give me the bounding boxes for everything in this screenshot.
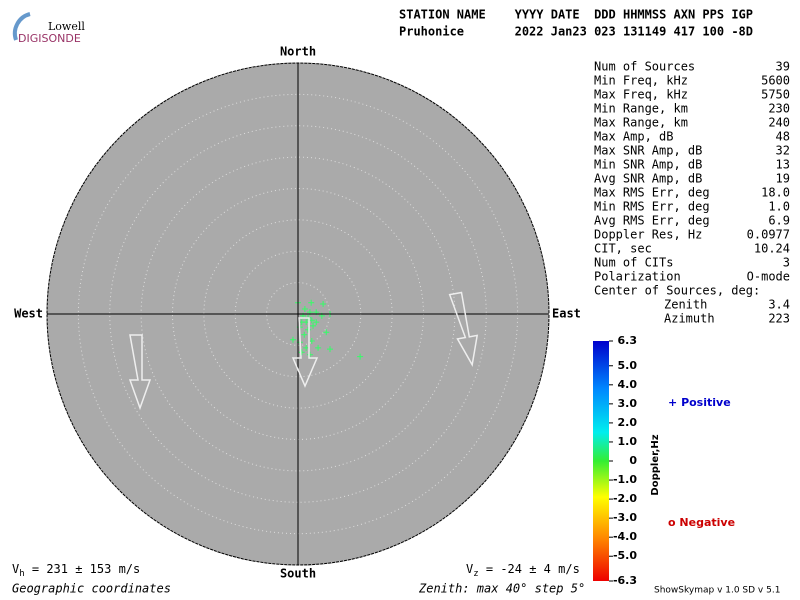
stat-value: 1.0 bbox=[768, 200, 790, 214]
stat-value: 3.4 bbox=[768, 298, 790, 312]
colorbar-tick-label: 5.0 bbox=[618, 359, 638, 372]
colorbar-tick-label: 4.0 bbox=[618, 378, 638, 391]
header-line: Pruhonice 2022 Jan23 023 131149 417 100 … bbox=[399, 25, 753, 39]
stat-value: 39 bbox=[776, 60, 790, 74]
source-point bbox=[301, 331, 308, 338]
stat-value: 230 bbox=[768, 102, 790, 116]
legend-positive: + Positive bbox=[668, 396, 731, 409]
colorbar-tick-label: -5.0 bbox=[613, 549, 637, 562]
stat-label: Zenith bbox=[664, 298, 707, 312]
stat-label: Max Freq, kHz bbox=[594, 88, 688, 102]
stat-label: Max Range, km bbox=[594, 116, 688, 130]
stat-value: 0.0977 bbox=[747, 228, 790, 242]
south-label: South bbox=[280, 567, 316, 581]
logo-bottom: DIGISONDE bbox=[18, 32, 81, 45]
source-point bbox=[303, 344, 310, 351]
header-line: STATION NAME YYYY DATE DDD HHMMSS AXN PP… bbox=[399, 8, 753, 22]
stat-label: Max Amp, dB bbox=[594, 130, 673, 144]
source-point bbox=[310, 322, 317, 329]
stat-value: 223 bbox=[768, 312, 790, 326]
source-point bbox=[308, 299, 315, 306]
source-point bbox=[289, 336, 296, 343]
stat-label: Min Range, km bbox=[594, 102, 688, 116]
stat-label: Avg RMS Err, deg bbox=[594, 214, 710, 228]
colorbar-tick-label: -4.0 bbox=[613, 530, 637, 543]
colorbar-tick-label: -3.0 bbox=[613, 511, 637, 524]
stat-label: Num of Sources bbox=[594, 60, 695, 74]
stat-label: Polarization bbox=[594, 270, 681, 284]
source-point bbox=[305, 326, 312, 333]
stat-value: 18.0 bbox=[761, 186, 790, 200]
colorbar-tick-label: 2.0 bbox=[618, 416, 638, 429]
vh: Vh = 231 ± 153 m/s bbox=[12, 562, 140, 579]
stat-value: 13 bbox=[776, 158, 790, 172]
west-label: West bbox=[14, 307, 43, 321]
colorbar-title: Doppler,Hz bbox=[650, 434, 661, 495]
source-point bbox=[308, 337, 315, 344]
north-label: North bbox=[280, 45, 316, 59]
stat-value: 240 bbox=[768, 116, 790, 130]
colorbar-tick-label: 6.3 bbox=[618, 334, 638, 347]
colorbar bbox=[593, 341, 609, 581]
colorbar-tick-label: -2.0 bbox=[613, 492, 637, 505]
vz: Vz = -24 ± 4 m/s bbox=[466, 562, 580, 579]
source-point bbox=[323, 329, 330, 336]
colorbar-tick-label: 1.0 bbox=[618, 435, 638, 448]
colorbar-tick-label: 3.0 bbox=[618, 397, 638, 410]
colorbar-tick-label: -6.3 bbox=[613, 574, 637, 587]
drift-arrows bbox=[128, 291, 479, 411]
stat-label: Avg SNR Amp, dB bbox=[594, 172, 702, 186]
zenith-note: Zenith: max 40° step 5° bbox=[418, 582, 585, 596]
coords: Geographic coordinates bbox=[12, 582, 171, 596]
east-label: East bbox=[552, 307, 581, 321]
source-point bbox=[327, 346, 334, 353]
source-point bbox=[298, 349, 305, 356]
colorbar-tick-label: -1.0 bbox=[613, 473, 637, 486]
stat-value: 5600 bbox=[761, 74, 790, 88]
source-point bbox=[315, 344, 322, 351]
source-point bbox=[306, 351, 313, 358]
colorbar-tick-label: 0 bbox=[629, 454, 637, 467]
source-point bbox=[301, 305, 308, 312]
logo-top: Lowell bbox=[48, 20, 85, 33]
stat-label: Max SNR Amp, dB bbox=[594, 144, 702, 158]
stat-value: 10.24 bbox=[754, 242, 790, 256]
stat-value: 3 bbox=[783, 256, 790, 270]
stat-value: 32 bbox=[776, 144, 790, 158]
stat-label: Min RMS Err, deg bbox=[594, 200, 710, 214]
version: ShowSkymap v 1.0 SD v 5.1 bbox=[654, 586, 780, 596]
stat-heading: Center of Sources, deg: bbox=[594, 284, 760, 298]
stat-value: 48 bbox=[776, 130, 790, 144]
source-point bbox=[313, 319, 320, 326]
stat-label: CIT, sec bbox=[594, 242, 652, 256]
stat-label: Min Freq, kHz bbox=[594, 74, 688, 88]
stat-label: Max RMS Err, deg bbox=[594, 186, 710, 200]
stat-value: O-mode bbox=[747, 270, 790, 284]
stat-label: Min SNR Amp, dB bbox=[594, 158, 702, 172]
stat-value: 5750 bbox=[761, 88, 790, 102]
stat-label: Doppler Res, Hz bbox=[594, 228, 702, 242]
source-point bbox=[357, 353, 364, 360]
stat-value: 6.9 bbox=[768, 214, 790, 228]
source-point bbox=[303, 319, 310, 326]
stat-label: Num of CITs bbox=[594, 256, 673, 270]
logo-arc bbox=[12, 12, 31, 41]
stat-value: 19 bbox=[776, 172, 790, 186]
legend-negative: o Negative bbox=[668, 516, 735, 529]
source-point bbox=[308, 317, 315, 324]
source-point bbox=[320, 300, 327, 307]
stat-label: Azimuth bbox=[664, 312, 715, 326]
